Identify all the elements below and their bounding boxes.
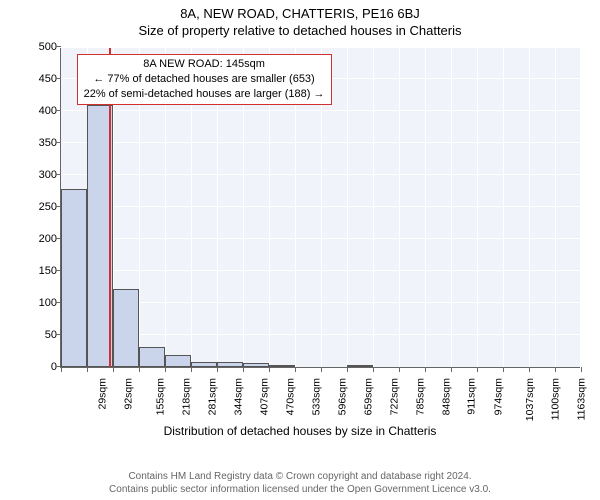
xtick-label: 1100sqm [549, 378, 561, 420]
gridline-v [399, 48, 400, 367]
gridline-h [61, 46, 580, 47]
histogram-bar [113, 289, 139, 367]
ytick-mark [56, 46, 61, 47]
x-axis-label: Distribution of detached houses by size … [0, 424, 600, 438]
ytick-label: 400 [21, 105, 57, 117]
footer-line-1: Contains HM Land Registry data © Crown c… [0, 471, 600, 484]
xtick-label: 92sqm [123, 378, 135, 410]
gridline-v [555, 48, 556, 367]
histogram-bar [165, 355, 191, 367]
xtick-label: 407sqm [258, 378, 270, 415]
gridline-v [477, 48, 478, 367]
xtick-label: 596sqm [336, 378, 348, 415]
ytick-label: 500 [21, 41, 57, 53]
xtick-mark [191, 367, 192, 372]
xtick-mark [581, 367, 582, 372]
histogram-bar [347, 365, 373, 367]
xtick-label: 659sqm [362, 378, 374, 415]
xtick-label: 281sqm [206, 378, 218, 415]
xtick-label: 848sqm [440, 378, 452, 415]
xtick-mark [217, 367, 218, 372]
xtick-label: 155sqm [154, 378, 166, 415]
xtick-label: 533sqm [310, 378, 322, 415]
ytick-label: 200 [21, 233, 57, 245]
title-main: 8A, NEW ROAD, CHATTERIS, PE16 6BJ [0, 0, 600, 21]
xtick-mark [269, 367, 270, 372]
ytick-label: 300 [21, 169, 57, 181]
ytick-mark [56, 110, 61, 111]
ytick-label: 250 [21, 201, 57, 213]
title-sub: Size of property relative to detached ho… [0, 21, 600, 38]
xtick-label: 344sqm [232, 378, 244, 415]
ytick-label: 100 [21, 297, 57, 309]
ytick-mark [56, 78, 61, 79]
ytick-label: 350 [21, 137, 57, 149]
xtick-mark [87, 367, 88, 372]
gridline-v [503, 48, 504, 367]
xtick-mark [399, 367, 400, 372]
xtick-mark [477, 367, 478, 372]
xtick-mark [451, 367, 452, 372]
xtick-label: 911sqm [466, 378, 478, 415]
xtick-mark [503, 367, 504, 372]
xtick-label: 785sqm [414, 378, 426, 415]
annotation-line: 22% of semi-detached houses are larger (… [84, 87, 325, 102]
ytick-label: 0 [21, 361, 57, 373]
xtick-mark [113, 367, 114, 372]
chart-titles: 8A, NEW ROAD, CHATTERIS, PE16 6BJ Size o… [0, 0, 600, 38]
xtick-mark [373, 367, 374, 372]
gridline-v [529, 48, 530, 367]
ytick-label: 150 [21, 265, 57, 277]
xtick-mark [425, 367, 426, 372]
xtick-mark [61, 367, 62, 372]
xtick-label: 722sqm [388, 378, 400, 415]
annotation-line: ← 77% of detached houses are smaller (65… [84, 72, 325, 87]
ytick-mark [56, 142, 61, 143]
histogram-bar [243, 363, 269, 367]
annotation-line: 8A NEW ROAD: 145sqm [84, 57, 325, 72]
ytick-label: 50 [21, 329, 57, 341]
chart-area: Number of detached properties 0501001502… [0, 42, 600, 440]
xtick-mark [165, 367, 166, 372]
xtick-label: 470sqm [284, 378, 296, 415]
xtick-mark [139, 367, 140, 372]
histogram-bar [139, 347, 165, 367]
gridline-v [425, 48, 426, 367]
xtick-mark [529, 367, 530, 372]
xtick-label: 1163sqm [575, 378, 587, 420]
xtick-mark [295, 367, 296, 372]
gridline-v [373, 48, 374, 367]
gridline-v [581, 48, 582, 367]
annotation-box: 8A NEW ROAD: 145sqm← 77% of detached hou… [77, 54, 332, 105]
xtick-label: 29sqm [97, 378, 109, 410]
gridline-v [451, 48, 452, 367]
ytick-label: 450 [21, 73, 57, 85]
ytick-mark [56, 174, 61, 175]
footer-attribution: Contains HM Land Registry data © Crown c… [0, 471, 600, 496]
xtick-label: 974sqm [492, 378, 504, 415]
xtick-mark [243, 367, 244, 372]
xtick-label: 1037sqm [524, 378, 536, 421]
xtick-mark [321, 367, 322, 372]
gridline-v [347, 48, 348, 367]
xtick-mark [555, 367, 556, 372]
footer-line-2: Contains public sector information licen… [0, 484, 600, 497]
histogram-bar [217, 362, 243, 367]
histogram-bar [191, 362, 217, 367]
xtick-label: 218sqm [180, 378, 192, 415]
xtick-mark [347, 367, 348, 372]
histogram-bar [269, 365, 295, 367]
plot-area: 05010015020025030035040045050029sqm92sqm… [60, 48, 580, 368]
histogram-bar [61, 189, 87, 367]
